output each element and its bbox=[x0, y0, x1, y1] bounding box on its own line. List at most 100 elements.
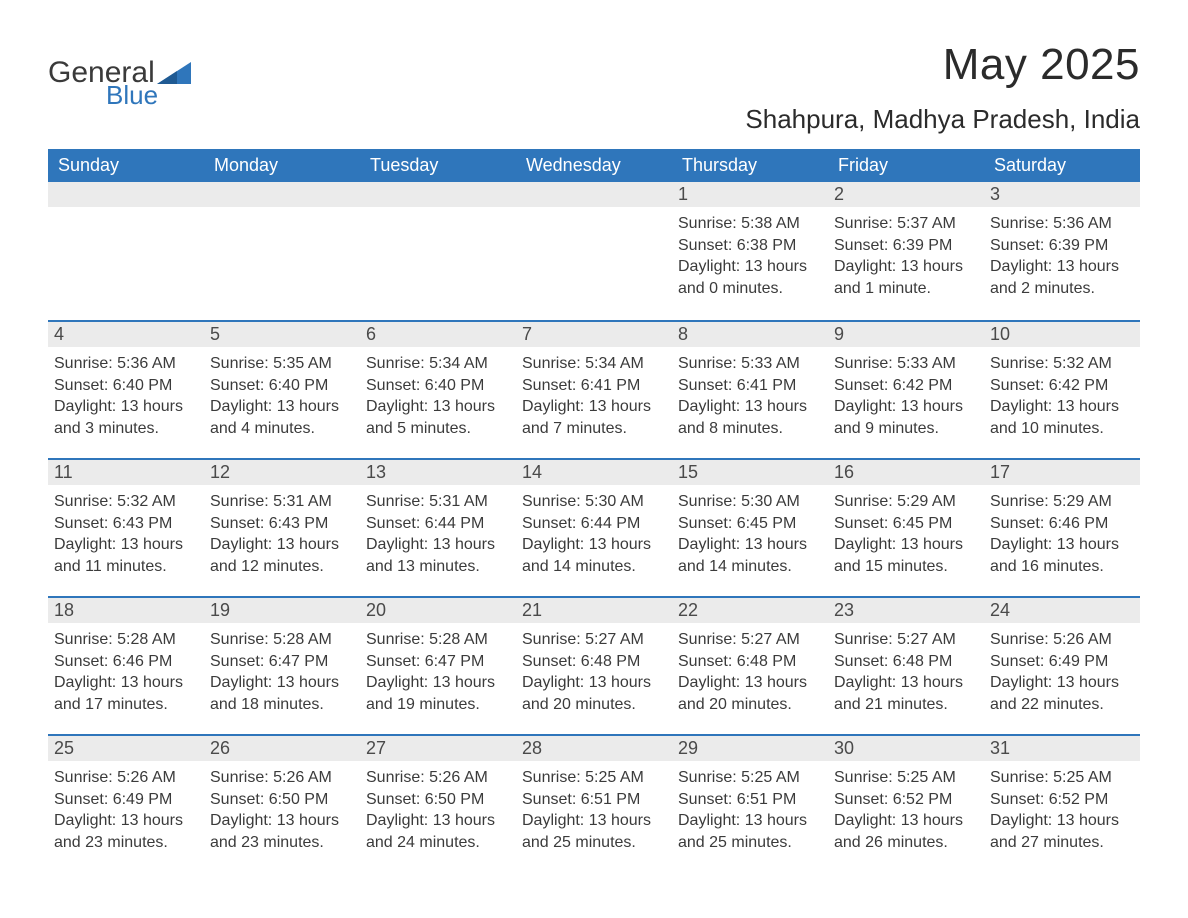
daylight-line: Daylight: 13 hours and 24 minutes. bbox=[366, 810, 508, 853]
sunrise-line: Sunrise: 5:26 AM bbox=[210, 767, 352, 789]
daylight-line: Daylight: 13 hours and 1 minute. bbox=[834, 256, 976, 299]
day-cell: 1Sunrise: 5:38 AMSunset: 6:38 PMDaylight… bbox=[672, 182, 828, 320]
title-block: May 2025 Shahpura, Madhya Pradesh, India bbox=[745, 40, 1140, 135]
sunset-line: Sunset: 6:52 PM bbox=[834, 789, 976, 811]
day-body: Sunrise: 5:33 AMSunset: 6:42 PMDaylight:… bbox=[834, 353, 976, 439]
day-cell: 13Sunrise: 5:31 AMSunset: 6:44 PMDayligh… bbox=[360, 460, 516, 596]
sunset-line: Sunset: 6:52 PM bbox=[990, 789, 1132, 811]
day-cell: 6 Sunrise: 5:34 AMSunset: 6:40 PMDaylight… bbox=[360, 322, 516, 458]
day-cell: 8 Sunrise: 5:33 AMSunset: 6:41 PMDaylight… bbox=[672, 322, 828, 458]
sunset-line: Sunset: 6:46 PM bbox=[990, 513, 1132, 535]
dow-cell: Sunday bbox=[48, 149, 204, 182]
sunrise-line: Sunrise: 5:32 AM bbox=[990, 353, 1132, 375]
sunset-line: Sunset: 6:43 PM bbox=[54, 513, 196, 535]
day-body: Sunrise: 5:30 AMSunset: 6:45 PMDaylight:… bbox=[678, 491, 820, 577]
day-body: Sunrise: 5:35 AMSunset: 6:40 PMDaylight:… bbox=[210, 353, 352, 439]
day-number: 8 bbox=[672, 322, 828, 347]
weeks-container: 1Sunrise: 5:38 AMSunset: 6:38 PMDaylight… bbox=[48, 182, 1140, 872]
day-body: Sunrise: 5:27 AMSunset: 6:48 PMDaylight:… bbox=[834, 629, 976, 715]
day-number: 3 bbox=[984, 182, 1140, 207]
daylight-line: Daylight: 13 hours and 23 minutes. bbox=[210, 810, 352, 853]
daylight-line: Daylight: 13 hours and 13 minutes. bbox=[366, 534, 508, 577]
sunset-line: Sunset: 6:46 PM bbox=[54, 651, 196, 673]
day-body: Sunrise: 5:27 AMSunset: 6:48 PMDaylight:… bbox=[678, 629, 820, 715]
day-body: Sunrise: 5:25 AMSunset: 6:52 PMDaylight:… bbox=[834, 767, 976, 853]
sunset-line: Sunset: 6:45 PM bbox=[834, 513, 976, 535]
daylight-line: Daylight: 13 hours and 27 minutes. bbox=[990, 810, 1132, 853]
day-body: Sunrise: 5:37 AMSunset: 6:39 PMDaylight:… bbox=[834, 213, 976, 299]
week-row: 25Sunrise: 5:26 AMSunset: 6:49 PMDayligh… bbox=[48, 734, 1140, 872]
day-cell bbox=[516, 182, 672, 320]
day-body: Sunrise: 5:34 AMSunset: 6:41 PMDaylight:… bbox=[522, 353, 664, 439]
dow-cell: Monday bbox=[204, 149, 360, 182]
daylight-line: Daylight: 13 hours and 8 minutes. bbox=[678, 396, 820, 439]
sunrise-line: Sunrise: 5:30 AM bbox=[522, 491, 664, 513]
sunrise-line: Sunrise: 5:34 AM bbox=[366, 353, 508, 375]
day-of-week-header: SundayMondayTuesdayWednesdayThursdayFrid… bbox=[48, 149, 1140, 182]
day-cell: 9 Sunrise: 5:33 AMSunset: 6:42 PMDaylight… bbox=[828, 322, 984, 458]
day-number: 21 bbox=[516, 598, 672, 623]
day-number: 16 bbox=[828, 460, 984, 485]
day-cell: 10Sunrise: 5:32 AMSunset: 6:42 PMDayligh… bbox=[984, 322, 1140, 458]
sunrise-line: Sunrise: 5:28 AM bbox=[210, 629, 352, 651]
sunset-line: Sunset: 6:47 PM bbox=[210, 651, 352, 673]
day-cell: 28Sunrise: 5:25 AMSunset: 6:51 PMDayligh… bbox=[516, 736, 672, 872]
day-cell: 31Sunrise: 5:25 AMSunset: 6:52 PMDayligh… bbox=[984, 736, 1140, 872]
day-body: Sunrise: 5:38 AMSunset: 6:38 PMDaylight:… bbox=[678, 213, 820, 299]
sunset-line: Sunset: 6:48 PM bbox=[522, 651, 664, 673]
sunset-line: Sunset: 6:41 PM bbox=[678, 375, 820, 397]
day-cell: 2Sunrise: 5:37 AMSunset: 6:39 PMDaylight… bbox=[828, 182, 984, 320]
day-body: Sunrise: 5:26 AMSunset: 6:49 PMDaylight:… bbox=[54, 767, 196, 853]
day-number: 20 bbox=[360, 598, 516, 623]
sunrise-line: Sunrise: 5:26 AM bbox=[54, 767, 196, 789]
day-body: Sunrise: 5:33 AMSunset: 6:41 PMDaylight:… bbox=[678, 353, 820, 439]
day-body: Sunrise: 5:28 AMSunset: 6:46 PMDaylight:… bbox=[54, 629, 196, 715]
day-body: Sunrise: 5:28 AMSunset: 6:47 PMDaylight:… bbox=[210, 629, 352, 715]
daylight-line: Daylight: 13 hours and 23 minutes. bbox=[54, 810, 196, 853]
day-body: Sunrise: 5:29 AMSunset: 6:46 PMDaylight:… bbox=[990, 491, 1132, 577]
daylight-line: Daylight: 13 hours and 20 minutes. bbox=[678, 672, 820, 715]
sunrise-line: Sunrise: 5:27 AM bbox=[522, 629, 664, 651]
daylight-line: Daylight: 13 hours and 0 minutes. bbox=[678, 256, 820, 299]
daylight-line: Daylight: 13 hours and 25 minutes. bbox=[678, 810, 820, 853]
daylight-line: Daylight: 13 hours and 5 minutes. bbox=[366, 396, 508, 439]
day-number: 23 bbox=[828, 598, 984, 623]
sunrise-line: Sunrise: 5:26 AM bbox=[366, 767, 508, 789]
dow-cell: Thursday bbox=[672, 149, 828, 182]
day-cell: 23 Sunrise: 5:27 AMSunset: 6:48 PMDayligh… bbox=[828, 598, 984, 734]
sunset-line: Sunset: 6:49 PM bbox=[54, 789, 196, 811]
daylight-line: Daylight: 13 hours and 15 minutes. bbox=[834, 534, 976, 577]
sunset-line: Sunset: 6:38 PM bbox=[678, 235, 820, 257]
day-number: 14 bbox=[516, 460, 672, 485]
sunset-line: Sunset: 6:42 PM bbox=[834, 375, 976, 397]
day-cell bbox=[360, 182, 516, 320]
week-row: 1Sunrise: 5:38 AMSunset: 6:38 PMDaylight… bbox=[48, 182, 1140, 320]
day-cell: 26Sunrise: 5:26 AMSunset: 6:50 PMDayligh… bbox=[204, 736, 360, 872]
sunrise-line: Sunrise: 5:36 AM bbox=[990, 213, 1132, 235]
day-body: Sunrise: 5:31 AMSunset: 6:44 PMDaylight:… bbox=[366, 491, 508, 577]
day-cell: 4Sunrise: 5:36 AMSunset: 6:40 PMDaylight… bbox=[48, 322, 204, 458]
day-number: 30 bbox=[828, 736, 984, 761]
sunset-line: Sunset: 6:50 PM bbox=[366, 789, 508, 811]
day-body: Sunrise: 5:34 AMSunset: 6:40 PMDaylight:… bbox=[366, 353, 508, 439]
daylight-line: Daylight: 13 hours and 4 minutes. bbox=[210, 396, 352, 439]
sunrise-line: Sunrise: 5:31 AM bbox=[366, 491, 508, 513]
day-number: 25 bbox=[48, 736, 204, 761]
day-number bbox=[48, 182, 204, 207]
day-number bbox=[516, 182, 672, 207]
daylight-line: Daylight: 13 hours and 22 minutes. bbox=[990, 672, 1132, 715]
sunset-line: Sunset: 6:43 PM bbox=[210, 513, 352, 535]
day-body: Sunrise: 5:25 AMSunset: 6:51 PMDaylight:… bbox=[522, 767, 664, 853]
day-number: 18 bbox=[48, 598, 204, 623]
sunrise-line: Sunrise: 5:28 AM bbox=[54, 629, 196, 651]
sunrise-line: Sunrise: 5:25 AM bbox=[990, 767, 1132, 789]
day-number: 6 bbox=[360, 322, 516, 347]
brand-triangle-icon bbox=[157, 62, 191, 84]
sunrise-line: Sunrise: 5:28 AM bbox=[366, 629, 508, 651]
sunset-line: Sunset: 6:51 PM bbox=[678, 789, 820, 811]
day-number: 9 bbox=[828, 322, 984, 347]
day-cell: 22Sunrise: 5:27 AMSunset: 6:48 PMDayligh… bbox=[672, 598, 828, 734]
sunset-line: Sunset: 6:42 PM bbox=[990, 375, 1132, 397]
sunset-line: Sunset: 6:51 PM bbox=[522, 789, 664, 811]
daylight-line: Daylight: 13 hours and 20 minutes. bbox=[522, 672, 664, 715]
